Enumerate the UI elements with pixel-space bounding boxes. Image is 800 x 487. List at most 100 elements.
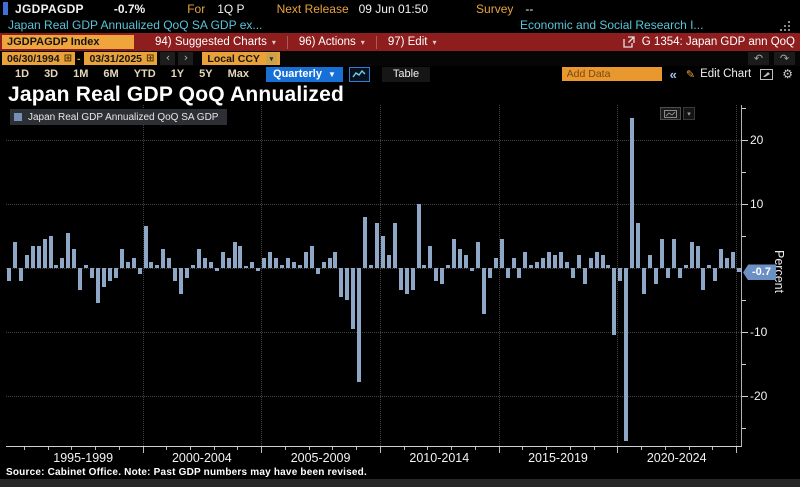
step-back-button[interactable]: ‹ [160,52,176,65]
calendar-icon[interactable]: ⊞ [146,53,155,64]
gdp-bar [410,268,415,291]
chevron-down-icon[interactable]: ▾ [683,107,695,120]
frequency-dropdown[interactable]: Quarterly ▼ [266,66,343,82]
period-button-1y[interactable]: 1Y [170,68,185,80]
gdp-bar [398,268,403,291]
period-button-3d[interactable]: 3D [44,68,59,80]
gdp-bar [618,268,623,281]
data-source-org: Economic and Social Research I... [520,18,704,32]
gdp-bar [250,261,255,268]
gdp-bar [268,252,273,268]
gdp-bar [285,258,290,268]
gdp-bar [612,268,617,336]
gdp-bar [713,268,718,281]
gdp-bar [493,258,498,268]
gridline-v [498,105,500,446]
date-from-field[interactable]: 06/30/1994 ⊞ [2,52,75,65]
ticker-input-box[interactable]: JGDPAGDP Index [2,35,134,49]
gdp-bar [529,264,534,268]
chevron-down-icon: ▼ [327,69,336,79]
gdp-bar [576,255,581,268]
redo-button[interactable]: ↷ [774,52,795,65]
for-label: For [187,1,206,16]
x-axis-tick [142,447,144,453]
period-button-1d[interactable]: 1D [15,68,30,80]
period-button-max[interactable]: Max [227,68,250,80]
gdp-bar [280,264,285,268]
period-button-ytd[interactable]: YTD [133,68,156,80]
gdp-bar [137,268,142,275]
chart-options-control: ▾ [660,107,695,120]
x-axis-tick [569,447,571,450]
plot-area[interactable] [6,105,742,447]
currency-selector[interactable]: Local CCY ▾ [202,52,280,65]
gdp-bar [149,261,154,268]
edit-chart-button[interactable]: ✎ Edit Chart [686,68,751,81]
x-axis-tick [427,447,429,450]
gdp-bar [386,255,391,268]
y-axis-tick [742,395,748,397]
gdp-bar [107,268,112,281]
x-axis-tick [47,447,49,450]
gdp-bar [630,117,635,268]
gdp-bar [297,264,302,268]
x-axis-tick [190,447,191,450]
date-to-field[interactable]: 03/31/2025 ⊞ [84,52,158,65]
x-axis-tick [474,447,476,450]
gdp-bar [66,232,71,268]
chart-legend[interactable]: Japan Real GDP Annualized QoQ SA GDP [10,109,228,125]
last-change-value: -0.7% [113,1,146,16]
gdp-bar [464,255,469,268]
add-data-input[interactable] [561,67,662,81]
gdp-bar [333,252,338,268]
y-axis-tick [742,299,746,301]
launch-chart-icon[interactable] [623,36,635,48]
gdp-bar [541,258,546,268]
gdp-bar [434,268,439,281]
gdp-bar [600,255,605,268]
gdp-bar [12,242,17,268]
chevron-down-icon: ▾ [271,37,276,47]
y-axis-tick [742,236,746,238]
undo-redo-group: ↶ ↷ [748,52,795,65]
gdp-bar [416,204,421,268]
gdp-bar [345,268,350,300]
gdp-bar [208,261,213,268]
y-axis-tick [742,427,746,429]
period-button-5y[interactable]: 5Y [199,68,213,80]
collapse-panel-icon[interactable]: « [669,66,677,82]
gdp-bar [725,258,730,268]
date-range-dash: - [76,52,81,65]
annotate-chart-icon[interactable] [760,68,774,80]
gdp-bar [214,268,219,272]
period-button-6m[interactable]: 6M [103,68,119,80]
undo-button[interactable]: ↶ [748,52,769,65]
y-axis-tick [742,140,748,142]
menu-item--edit[interactable]: 97) Edit ▾ [387,36,437,48]
menu-items: 94) Suggested Charts ▾ 96) Actions ▾ 97) Edi… [144,33,447,51]
period-toolbar: 1D 3D 1M 6M YTD 1Y 5Y Max Quarterly ▼ Table « ✎… [0,66,800,82]
x-axis-tick [498,447,500,453]
gdp-bar [232,242,237,268]
gear-icon[interactable]: ⚙ [782,67,793,81]
table-view-button[interactable]: Table [381,66,431,82]
step-forward-button[interactable]: › [178,52,194,65]
chart-tag[interactable]: G 1354: Japan GDP ann QoQ [641,36,795,48]
period-button-1m[interactable]: 1M [73,68,89,80]
chart-type-toggle-button[interactable] [348,66,370,82]
frequency-value: Quarterly [273,68,322,80]
gdp-bar [238,245,243,268]
gdp-bar [559,252,563,268]
x-axis-tick [451,447,453,450]
calendar-icon[interactable]: ⊞ [63,53,72,64]
gdp-bar [220,252,225,268]
chart-style-icon[interactable] [660,107,681,120]
gdp-bar [42,239,47,268]
menu-item--suggested-charts[interactable]: 94) Suggested Charts ▾ [144,35,288,49]
menu-item--actions[interactable]: 96) Actions ▾ [288,35,377,49]
gdp-bar [196,248,201,268]
gdp-bar [701,268,706,291]
resize-grip-icon[interactable] [780,20,792,34]
next-release-value: 09 Jun 01:50 [358,1,429,16]
x-axis-tick [522,447,524,450]
